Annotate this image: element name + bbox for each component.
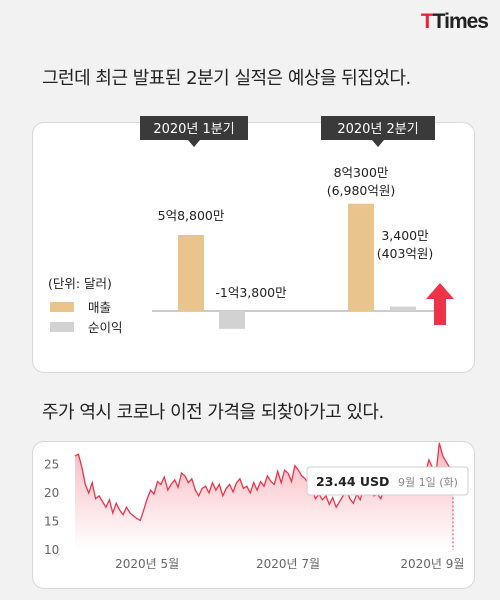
headline-2: 주가 역시 코로나 이전 가격을 되찾아가고 있다.	[42, 402, 384, 423]
tab-q2: 2020년 2분기	[321, 116, 435, 147]
data-label-q2-revenue-krw: (6,980억원)	[327, 183, 396, 198]
x-tick-label: 2020년 5월	[115, 557, 179, 571]
x-tick-label: 2020년 9월	[400, 557, 464, 571]
tab-q1-shape	[140, 116, 248, 147]
headline: 그런데 최근 발표된 2분기 실적은 예상을 뒤집었다.	[42, 68, 411, 89]
stock-area	[75, 442, 453, 550]
brand-logo: TTimes	[420, 10, 489, 34]
bar-q1-revenue	[178, 235, 204, 311]
brand-logo-rest: Times	[432, 10, 489, 33]
bar-q2-net-income	[390, 306, 416, 311]
callout-value: 23.44 USD	[316, 474, 389, 489]
up-arrow-icon	[426, 283, 454, 325]
up-arrow-shape	[426, 283, 454, 325]
tab-q2-label: 2020년 2분기	[337, 122, 418, 137]
y-tick-label: 20	[44, 486, 59, 500]
price-callout: 23.44 USD 9월 1일 (화)	[306, 466, 469, 496]
tab-q1-label: 2020년 1분기	[153, 122, 234, 137]
x-axis-ticks: 2020년 5월 2020년 7월 2020년 9월	[115, 557, 464, 571]
earnings-bar-chart: 2020년 1분기 2020년 2분기 5억8,800만 -1억3,800만 8…	[48, 116, 454, 335]
legend-swatch-net-income	[50, 322, 74, 332]
data-label-q1-net-income: -1억3,800만	[215, 285, 287, 300]
data-label-q1-revenue: 5억8,800만	[158, 208, 225, 223]
x-tick-label: 2020년 7월	[256, 557, 320, 571]
legend-swatch-revenue	[50, 302, 74, 312]
tab-q2-shape	[321, 116, 435, 147]
callout-box	[306, 466, 469, 496]
brand-logo-t: T	[420, 10, 434, 33]
data-label-q2-net-income: 3,400만	[381, 228, 429, 243]
unit-label: (단위: 달러)	[48, 276, 112, 291]
callout-date: 9월 1일 (화)	[398, 475, 458, 489]
tab-q1: 2020년 1분기	[140, 116, 248, 147]
y-tick-label: 15	[44, 515, 59, 529]
data-label-q2-revenue: 8억300만	[334, 165, 389, 180]
y-axis-ticks: 10 15 20 25	[44, 458, 59, 558]
legend-label-revenue: 매출	[88, 300, 111, 315]
y-tick-label: 10	[44, 543, 59, 557]
bar-q2-revenue	[348, 203, 374, 311]
earnings-card	[32, 122, 475, 373]
data-label-q2-net-income-krw: (403억원)	[377, 246, 434, 261]
bar-q1-net-income	[219, 311, 245, 329]
y-tick-label: 25	[44, 458, 59, 472]
legend-label-net-income: 순이익	[88, 320, 123, 335]
